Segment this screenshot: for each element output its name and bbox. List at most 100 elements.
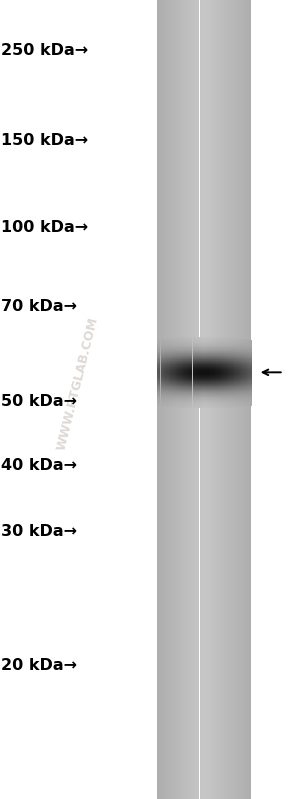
Text: 250 kDa→: 250 kDa→: [1, 43, 89, 58]
Bar: [201, 0, 202, 799]
Bar: [218, 0, 219, 799]
Bar: [221, 0, 222, 799]
Bar: [191, 0, 192, 799]
Bar: [240, 0, 241, 799]
Bar: [213, 0, 214, 799]
Bar: [180, 0, 181, 799]
Bar: [227, 0, 228, 799]
Bar: [207, 0, 208, 799]
Bar: [214, 0, 215, 799]
Bar: [225, 0, 226, 799]
Bar: [209, 0, 210, 799]
Bar: [190, 0, 191, 799]
Bar: [168, 0, 169, 799]
Bar: [220, 0, 221, 799]
Bar: [174, 0, 175, 799]
Bar: [195, 0, 196, 799]
Text: WWW.PTGLAB.COM: WWW.PTGLAB.COM: [55, 316, 101, 451]
Bar: [175, 0, 176, 799]
Bar: [249, 0, 250, 799]
Bar: [157, 0, 158, 799]
Bar: [244, 0, 245, 799]
Bar: [247, 0, 248, 799]
Bar: [230, 0, 231, 799]
Bar: [185, 0, 186, 799]
Bar: [198, 0, 200, 799]
Bar: [200, 0, 201, 799]
Bar: [246, 0, 247, 799]
Bar: [177, 0, 178, 799]
Bar: [193, 0, 194, 799]
Text: 150 kDa→: 150 kDa→: [1, 133, 89, 148]
Bar: [231, 0, 232, 799]
Bar: [184, 0, 185, 799]
Bar: [181, 0, 183, 799]
Bar: [159, 0, 160, 799]
Bar: [192, 0, 193, 799]
Bar: [237, 0, 238, 799]
Text: 70 kDa→: 70 kDa→: [1, 299, 77, 313]
Bar: [239, 0, 240, 799]
Bar: [222, 0, 223, 799]
Bar: [210, 0, 211, 799]
Bar: [229, 0, 230, 799]
Bar: [197, 0, 198, 799]
Bar: [219, 0, 220, 799]
Bar: [160, 0, 161, 799]
Bar: [235, 0, 236, 799]
Bar: [166, 0, 167, 799]
Bar: [162, 0, 163, 799]
Bar: [205, 0, 206, 799]
Bar: [248, 0, 249, 799]
Bar: [178, 0, 179, 799]
Bar: [206, 0, 207, 799]
Bar: [216, 0, 217, 799]
Bar: [173, 0, 174, 799]
Bar: [233, 0, 234, 799]
Bar: [223, 0, 224, 799]
Bar: [224, 0, 225, 799]
Bar: [196, 0, 197, 799]
Bar: [189, 0, 190, 799]
Bar: [245, 0, 246, 799]
Bar: [204, 0, 205, 799]
Bar: [236, 0, 237, 799]
Text: 20 kDa→: 20 kDa→: [1, 658, 77, 673]
Text: 50 kDa→: 50 kDa→: [1, 395, 77, 409]
Bar: [164, 0, 166, 799]
Bar: [211, 0, 212, 799]
Bar: [212, 0, 213, 799]
Bar: [194, 0, 195, 799]
Bar: [208, 0, 209, 799]
Bar: [187, 0, 188, 799]
Bar: [215, 0, 216, 799]
Bar: [170, 0, 171, 799]
Bar: [186, 0, 187, 799]
Bar: [234, 0, 235, 799]
Bar: [217, 0, 218, 799]
Bar: [188, 0, 189, 799]
Bar: [232, 0, 233, 799]
Bar: [228, 0, 229, 799]
Text: 30 kDa→: 30 kDa→: [1, 524, 77, 539]
Bar: [203, 0, 204, 799]
Bar: [172, 0, 173, 799]
Bar: [238, 0, 239, 799]
Bar: [202, 0, 203, 799]
Bar: [243, 0, 244, 799]
Bar: [241, 0, 242, 799]
Bar: [250, 0, 251, 799]
Bar: [242, 0, 243, 799]
Bar: [176, 0, 177, 799]
Bar: [183, 0, 184, 799]
Bar: [158, 0, 159, 799]
Bar: [179, 0, 180, 799]
Text: 40 kDa→: 40 kDa→: [1, 459, 77, 473]
Bar: [226, 0, 227, 799]
Bar: [161, 0, 162, 799]
Bar: [169, 0, 170, 799]
Bar: [167, 0, 168, 799]
Bar: [171, 0, 172, 799]
Text: 100 kDa→: 100 kDa→: [1, 221, 89, 235]
Bar: [163, 0, 164, 799]
